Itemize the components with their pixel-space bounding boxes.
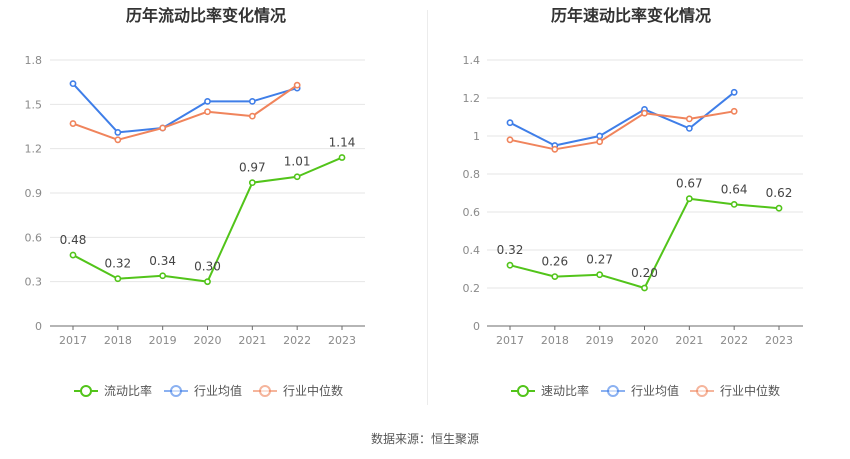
- data-point-avg: [204, 97, 211, 105]
- x-tick-label: 2017: [496, 334, 524, 347]
- data-point-avg: [506, 119, 514, 127]
- data-point-median: [248, 112, 256, 120]
- data-label: 0.27: [586, 253, 613, 267]
- data-point-median: [204, 108, 211, 116]
- data-label: 0.32: [497, 243, 524, 257]
- panel-divider: [427, 10, 428, 405]
- series-line-median: [72, 84, 298, 141]
- y-tick-label: 1.5: [25, 98, 43, 111]
- data-point-avg: [114, 129, 122, 136]
- legend-label: 行业均值: [194, 383, 242, 398]
- data-point-main: [159, 272, 167, 280]
- y-tick-label: 0.2: [463, 282, 481, 295]
- data-point-median: [159, 124, 167, 132]
- legend-label: 行业均值: [631, 383, 679, 398]
- data-point-median: [293, 81, 301, 89]
- x-tick-label: 2017: [59, 334, 87, 347]
- data-point-median: [596, 138, 604, 146]
- data-point-avg: [248, 97, 256, 105]
- y-tick-label: 1.2: [25, 143, 43, 156]
- x-tick-label: 2020: [194, 334, 222, 347]
- x-tick-label: 2019: [586, 334, 614, 347]
- data-point-median: [730, 107, 738, 115]
- data-point-main: [69, 251, 77, 259]
- series-line-median: [509, 110, 735, 151]
- data-label: 0.20: [631, 266, 658, 280]
- data-point-median: [506, 136, 514, 144]
- data-point-main: [506, 261, 514, 269]
- data-point-median: [641, 109, 648, 117]
- legend-label: 行业中位数: [720, 383, 780, 398]
- legend-label: 速动比率: [541, 383, 589, 398]
- data-point-main: [730, 200, 738, 208]
- y-tick-label: 1.8: [25, 54, 43, 67]
- x-tick-label: 2022: [283, 334, 311, 347]
- data-label: 1.14: [329, 136, 356, 150]
- y-tick-label: 1.2: [463, 92, 481, 105]
- x-tick-label: 2023: [328, 334, 356, 347]
- data-label: 0.97: [239, 161, 266, 175]
- data-point-main: [204, 278, 211, 286]
- series-line-avg: [72, 82, 298, 134]
- legend-swatch-marker: [517, 385, 529, 397]
- data-point-main: [596, 271, 604, 279]
- data-point-main: [641, 284, 648, 292]
- data-point-main: [338, 154, 346, 161]
- data-point-main: [114, 275, 122, 283]
- data-label: 0.30: [194, 260, 221, 274]
- data-label: 0.32: [104, 257, 131, 271]
- data-source-note: 数据来源：恒生聚源: [370, 432, 479, 446]
- x-tick-label: 2020: [631, 334, 659, 347]
- y-tick-label: 0.6: [463, 206, 481, 219]
- data-point-main: [685, 195, 693, 203]
- y-tick-label: 0.3: [25, 276, 43, 289]
- data-point-median: [114, 136, 122, 144]
- series-line-avg: [509, 91, 735, 147]
- y-tick-label: 0: [473, 320, 480, 333]
- y-tick-label: 1.4: [463, 54, 481, 67]
- y-tick-label: 1: [473, 130, 480, 143]
- y-tick-label: 0: [35, 320, 42, 333]
- data-label: 0.67: [676, 177, 703, 191]
- legend-swatch-marker: [607, 385, 619, 397]
- data-label: 0.34: [149, 254, 176, 268]
- data-point-median: [685, 115, 693, 123]
- data-label: 0.48: [60, 233, 87, 247]
- chart-title-quick-ratio: 历年速动比率变化情况: [550, 6, 711, 25]
- data-point-main: [775, 204, 783, 212]
- x-tick-label: 2018: [104, 334, 132, 347]
- x-tick-label: 2019: [149, 334, 177, 347]
- data-point-avg: [685, 124, 693, 132]
- data-point-median: [69, 120, 77, 127]
- data-point-avg: [730, 88, 738, 96]
- x-tick-label: 2021: [238, 334, 266, 347]
- legend-swatch-marker: [696, 385, 708, 397]
- data-point-main: [248, 179, 256, 187]
- y-tick-label: 0.4: [463, 244, 481, 257]
- data-label: 1.01: [284, 155, 311, 169]
- legend-swatch-marker: [80, 385, 92, 397]
- data-label: 0.26: [541, 255, 568, 269]
- x-tick-label: 2023: [765, 334, 793, 347]
- legend-swatch-marker: [170, 385, 182, 397]
- data-point-main: [551, 273, 559, 280]
- y-tick-label: 0.8: [463, 168, 481, 181]
- data-point-avg: [69, 80, 77, 88]
- data-label: 0.64: [721, 182, 748, 196]
- y-tick-label: 0.6: [25, 231, 43, 244]
- data-point-median: [551, 145, 559, 153]
- data-point-avg: [596, 132, 604, 140]
- data-label: 0.62: [766, 186, 793, 200]
- legend-label: 行业中位数: [283, 383, 343, 398]
- x-tick-label: 2021: [675, 334, 703, 347]
- x-tick-label: 2022: [720, 334, 748, 347]
- data-point-main: [293, 173, 301, 181]
- y-tick-label: 0.9: [25, 187, 43, 200]
- legend-label: 流动比率: [104, 383, 152, 398]
- legend-swatch-marker: [259, 385, 271, 397]
- chart-title-current-ratio: 历年流动比率变化情况: [125, 6, 286, 25]
- x-tick-label: 2018: [541, 334, 569, 347]
